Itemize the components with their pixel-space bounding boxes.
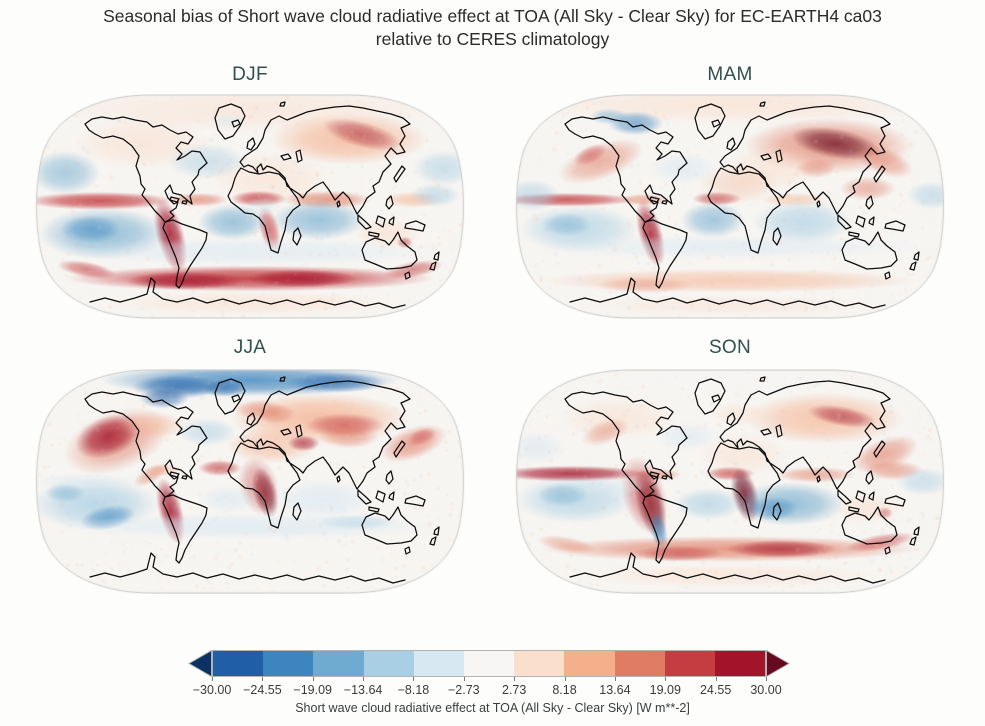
colorbar-tick	[363, 677, 365, 681]
colorbar-tick	[463, 677, 465, 681]
colorbar-segment-3	[363, 651, 414, 676]
colorbar-tick	[262, 677, 264, 681]
colorbar-segment-1	[263, 651, 314, 676]
map-panel-son	[515, 369, 945, 594]
figure-title-line2: relative to CERES climatology	[375, 29, 610, 49]
colorbar-segment-9	[664, 651, 715, 676]
colorbar-tick-label: 24.55	[699, 683, 732, 697]
colorbar-tick-label: 13.64	[599, 683, 631, 697]
colorbar-body	[212, 650, 766, 677]
panel-title-mam: MAM	[707, 64, 753, 85]
colorbar-tick-label: −2.73	[447, 683, 480, 697]
colorbar-tick	[715, 677, 717, 681]
figure-title: Seasonal bias of Short wave cloud radiat…	[0, 5, 985, 51]
colorbar-segment-4	[413, 651, 464, 676]
colorbar-tick-label: 8.18	[552, 683, 577, 697]
colorbar-tick-label: −8.18	[397, 683, 430, 697]
colorbar-tick	[564, 677, 566, 681]
colorbar-segment-8	[614, 651, 665, 676]
colorbar-tick-labels: −30.00 −24.55 −19.09 −13.64 −8.18 −2.73 2.73 8.…	[193, 683, 782, 698]
colorbar-tick	[413, 677, 415, 681]
colorbar-tick	[665, 677, 667, 681]
coastline-overlay-mam	[564, 101, 920, 309]
colorbar-tick-label: −24.55	[243, 683, 282, 697]
colorbar-tick-label: 19.09	[649, 683, 681, 697]
colorbar-axis-label: Short wave cloud radiative effect at TOA…	[295, 701, 690, 715]
colorbar-tick-label: −13.64	[343, 683, 383, 697]
colorbar-segment-10	[714, 651, 766, 676]
map-field-canvas-mam	[515, 94, 945, 319]
colorbar-tick-label: 30.00	[750, 683, 782, 697]
colorbar-tick-label: 2.73	[502, 683, 527, 697]
colorbar-over-arrow	[766, 650, 790, 677]
map-panel-mam	[515, 94, 945, 319]
colorbar-segment-5	[463, 651, 515, 676]
figure-title-line1: Seasonal bias of Short wave cloud radiat…	[103, 6, 882, 26]
coastline-overlay-djf	[84, 101, 440, 309]
colorbar-tick	[614, 677, 616, 681]
colorbar-tick	[312, 677, 314, 681]
panel-title-son: SON	[708, 337, 752, 358]
colorbar-segment-7	[564, 651, 615, 676]
panel-title-jja: JJA	[233, 337, 267, 358]
map-field-canvas-jja	[35, 369, 465, 594]
map-panel-jja	[35, 369, 465, 594]
colorbar-tick	[514, 677, 516, 681]
colorbar-tick-label: −19.09	[293, 683, 333, 697]
map-field-canvas-son	[515, 369, 945, 594]
colorbar-segment-0	[213, 651, 264, 676]
coastline-overlay-jja	[84, 376, 440, 584]
map-panel-djf	[35, 94, 465, 319]
map-field-canvas-djf	[35, 94, 465, 319]
colorbar	[188, 650, 790, 677]
colorbar-ticks	[212, 677, 767, 682]
colorbar-tick	[212, 677, 213, 681]
colorbar-segment-6	[514, 651, 565, 676]
colorbar-tick	[766, 677, 767, 681]
colorbar-tick-label: −30.00	[192, 683, 232, 697]
colorbar-segment-2	[313, 651, 364, 676]
coastline-overlay-son	[564, 376, 920, 584]
panel-title-djf: DJF	[232, 64, 268, 85]
colorbar-under-arrow	[188, 650, 212, 677]
